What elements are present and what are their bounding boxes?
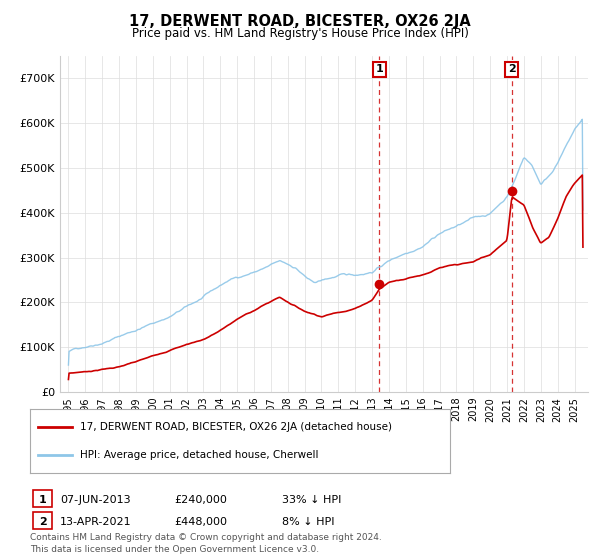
Text: This data is licensed under the Open Government Licence v3.0.: This data is licensed under the Open Gov… [30,545,319,554]
Text: HPI: Average price, detached house, Cherwell: HPI: Average price, detached house, Cher… [80,450,319,460]
Text: 33% ↓ HPI: 33% ↓ HPI [282,494,341,505]
Text: 1: 1 [376,64,383,74]
Text: 07-JUN-2013: 07-JUN-2013 [60,494,131,505]
Text: Contains HM Land Registry data © Crown copyright and database right 2024.: Contains HM Land Registry data © Crown c… [30,533,382,542]
Text: Price paid vs. HM Land Registry's House Price Index (HPI): Price paid vs. HM Land Registry's House … [131,27,469,40]
Text: £448,000: £448,000 [174,517,227,527]
Text: 2: 2 [39,517,46,527]
Text: 2: 2 [508,64,515,74]
Text: 17, DERWENT ROAD, BICESTER, OX26 2JA (detached house): 17, DERWENT ROAD, BICESTER, OX26 2JA (de… [80,422,392,432]
Text: 13-APR-2021: 13-APR-2021 [60,517,131,527]
Text: 17, DERWENT ROAD, BICESTER, OX26 2JA: 17, DERWENT ROAD, BICESTER, OX26 2JA [129,14,471,29]
Text: 8% ↓ HPI: 8% ↓ HPI [282,517,335,527]
Text: 1: 1 [39,494,46,505]
Text: £240,000: £240,000 [174,494,227,505]
